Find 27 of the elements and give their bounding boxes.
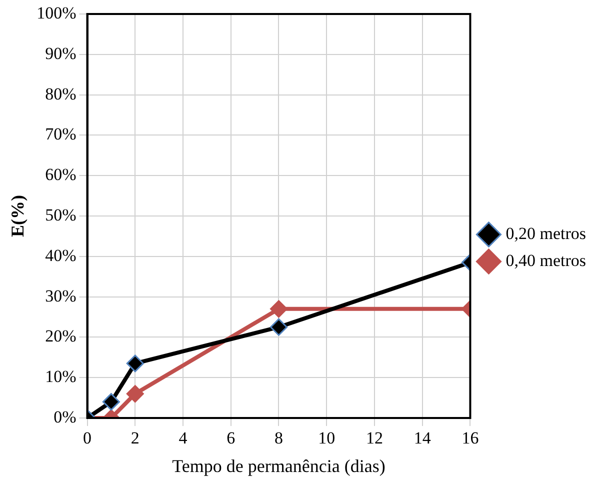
y-tick-label: 10% (45, 367, 76, 386)
y-tick-label: 0% (54, 407, 76, 426)
y-tick-label: 40% (45, 246, 76, 265)
y-tick-label: 60% (45, 165, 76, 184)
x-tick-label: 4 (178, 428, 188, 448)
y-tick-label: 30% (45, 286, 76, 306)
y-tick-label: 20% (45, 326, 76, 346)
y-tick-label: 90% (45, 44, 76, 63)
y-tick-label: 100% (36, 3, 76, 22)
point (102, 393, 120, 411)
x-tick-label: 6 (226, 428, 236, 448)
x-tick-label: 10 (318, 428, 336, 448)
point (126, 354, 144, 372)
x-tick-label: 12 (366, 428, 383, 448)
x-tick-label: 2 (130, 428, 140, 448)
x-tick-label: 16 (462, 428, 479, 448)
y-axis-title: E(%) (7, 195, 28, 237)
y-tick-label: 80% (45, 84, 76, 104)
legend-label: 0,20 metros (506, 224, 586, 243)
point (126, 385, 144, 403)
x-tick-label: 0 (83, 428, 92, 448)
legend-label: 0,40 metros (506, 250, 586, 270)
x-tick-label: 8 (274, 428, 283, 448)
y-tick-label: 70% (45, 124, 76, 144)
y-tick-label: 50% (45, 205, 76, 224)
x-axis-title: Tempo de permanência (dias) (172, 456, 386, 476)
x-tick-label: 14 (414, 428, 432, 448)
